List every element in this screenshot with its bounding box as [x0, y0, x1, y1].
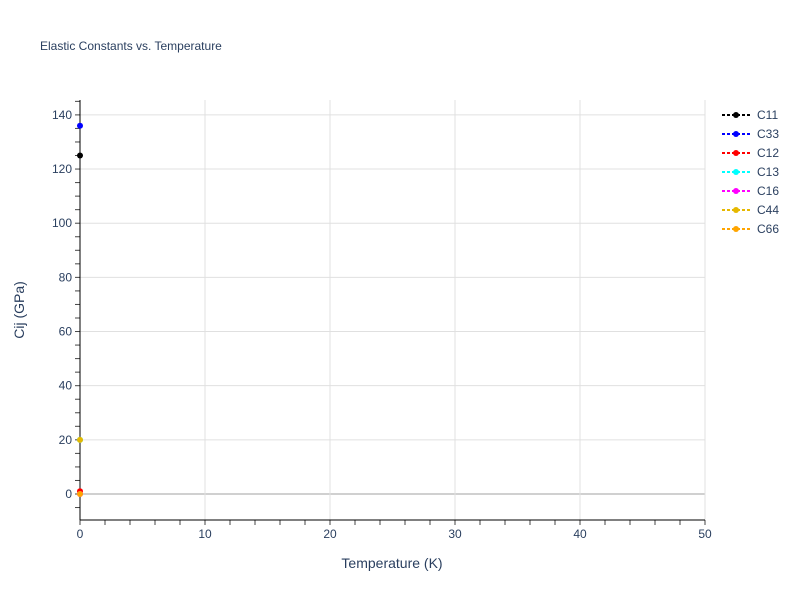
- legend-label-C11: C11: [757, 108, 778, 122]
- legend-marker-C12: [733, 150, 739, 156]
- data-point-C44: [77, 436, 83, 443]
- legend-label-C13: C13: [757, 165, 779, 179]
- y-tick-label: 140: [52, 108, 72, 122]
- legend-marker-C33: [733, 131, 739, 137]
- legend-label-C66: C66: [757, 222, 779, 236]
- legend-marker-C66: [733, 226, 739, 232]
- y-tick-label: 40: [59, 379, 73, 393]
- legend-label-C33: C33: [757, 127, 779, 141]
- x-tick-label: 40: [573, 527, 587, 541]
- x-axis-label: Temperature (K): [341, 555, 442, 571]
- y-tick-label: 100: [52, 216, 72, 230]
- legend-marker-C16: [733, 188, 739, 194]
- data-point-C66: [77, 491, 83, 498]
- y-tick-label: 0: [65, 487, 72, 501]
- x-tick-label: 50: [698, 527, 712, 541]
- legend-marker-C13: [733, 169, 739, 175]
- y-tick-label: 60: [59, 325, 73, 339]
- x-tick-label: 20: [323, 527, 337, 541]
- x-tick-label: 30: [448, 527, 462, 541]
- legend-marker-C44: [733, 207, 739, 213]
- y-axis-label: Cij (GPa): [11, 281, 27, 339]
- chart-title: Elastic Constants vs. Temperature: [40, 39, 222, 53]
- y-tick-label: 80: [59, 270, 73, 284]
- y-tick-label: 20: [59, 433, 73, 447]
- legend-label-C44: C44: [757, 203, 779, 217]
- data-point-C33: [77, 122, 83, 129]
- x-tick-label: 0: [77, 527, 84, 541]
- legend-marker-C11: [733, 112, 739, 118]
- x-tick-label: 10: [198, 527, 212, 541]
- legend-label-C12: C12: [757, 146, 779, 160]
- legend-label-C16: C16: [757, 184, 779, 198]
- y-tick-label: 120: [52, 162, 72, 176]
- data-point-C11: [77, 152, 83, 159]
